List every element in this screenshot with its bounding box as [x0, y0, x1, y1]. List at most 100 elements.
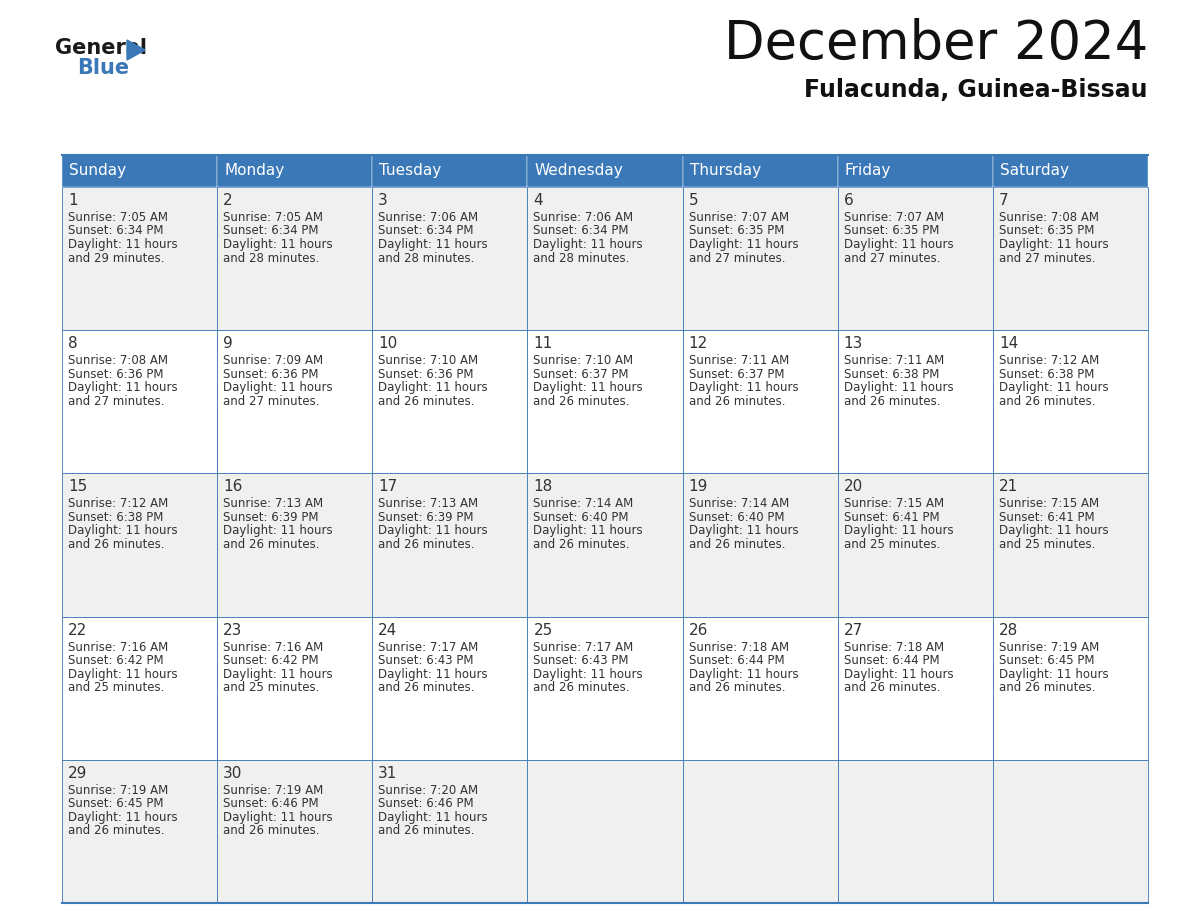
Bar [838, 330, 993, 474]
Text: Sunset: 6:39 PM: Sunset: 6:39 PM [378, 511, 474, 524]
Bar [993, 330, 1148, 474]
Text: and 28 minutes.: and 28 minutes. [533, 252, 630, 264]
Text: Sunrise: 7:07 AM: Sunrise: 7:07 AM [689, 211, 789, 224]
Text: Daylight: 11 hours: Daylight: 11 hours [68, 667, 178, 680]
Text: Sunrise: 7:19 AM: Sunrise: 7:19 AM [223, 784, 323, 797]
Text: Sunrise: 7:10 AM: Sunrise: 7:10 AM [378, 354, 479, 367]
Text: Sunset: 6:38 PM: Sunset: 6:38 PM [999, 368, 1094, 381]
Text: and 28 minutes.: and 28 minutes. [223, 252, 320, 264]
Text: Daylight: 11 hours: Daylight: 11 hours [68, 811, 178, 823]
Text: 25: 25 [533, 622, 552, 638]
Bar [527, 155, 683, 187]
Text: and 27 minutes.: and 27 minutes. [223, 395, 320, 408]
Text: Sunrise: 7:10 AM: Sunrise: 7:10 AM [533, 354, 633, 367]
Text: and 26 minutes.: and 26 minutes. [843, 681, 940, 694]
Text: Sunset: 6:45 PM: Sunset: 6:45 PM [999, 655, 1094, 667]
Text: and 26 minutes.: and 26 minutes. [378, 538, 475, 551]
Text: Daylight: 11 hours: Daylight: 11 hours [68, 524, 178, 537]
Text: Sunrise: 7:12 AM: Sunrise: 7:12 AM [999, 354, 1099, 367]
Text: Sunset: 6:35 PM: Sunset: 6:35 PM [843, 225, 939, 238]
Text: Sunset: 6:34 PM: Sunset: 6:34 PM [68, 225, 164, 238]
Text: 23: 23 [223, 622, 242, 638]
Text: Sunset: 6:41 PM: Sunset: 6:41 PM [999, 511, 1094, 524]
Text: Daylight: 11 hours: Daylight: 11 hours [68, 381, 178, 394]
Bar [993, 155, 1148, 187]
Text: and 26 minutes.: and 26 minutes. [689, 681, 785, 694]
Text: Daylight: 11 hours: Daylight: 11 hours [533, 524, 643, 537]
Text: Sunrise: 7:16 AM: Sunrise: 7:16 AM [223, 641, 323, 654]
Text: Sunset: 6:36 PM: Sunset: 6:36 PM [223, 368, 318, 381]
Bar [217, 155, 372, 187]
Text: Sunrise: 7:15 AM: Sunrise: 7:15 AM [999, 498, 1099, 510]
Text: 28: 28 [999, 622, 1018, 638]
Bar [62, 187, 217, 330]
Text: Sunset: 6:34 PM: Sunset: 6:34 PM [533, 225, 628, 238]
Text: Daylight: 11 hours: Daylight: 11 hours [999, 667, 1108, 680]
Text: Daylight: 11 hours: Daylight: 11 hours [378, 667, 488, 680]
Text: 14: 14 [999, 336, 1018, 352]
Text: Daylight: 11 hours: Daylight: 11 hours [223, 381, 333, 394]
Bar [527, 617, 683, 760]
Text: Daylight: 11 hours: Daylight: 11 hours [843, 524, 953, 537]
Text: Daylight: 11 hours: Daylight: 11 hours [533, 381, 643, 394]
Text: Daylight: 11 hours: Daylight: 11 hours [378, 238, 488, 251]
Text: Daylight: 11 hours: Daylight: 11 hours [378, 381, 488, 394]
Text: Sunset: 6:39 PM: Sunset: 6:39 PM [223, 511, 318, 524]
Bar [372, 617, 527, 760]
Bar [217, 187, 372, 330]
Bar [993, 474, 1148, 617]
Text: Sunrise: 7:11 AM: Sunrise: 7:11 AM [689, 354, 789, 367]
Text: 24: 24 [378, 622, 398, 638]
Text: Sunset: 6:42 PM: Sunset: 6:42 PM [68, 655, 164, 667]
Text: and 26 minutes.: and 26 minutes. [689, 538, 785, 551]
Text: and 26 minutes.: and 26 minutes. [223, 824, 320, 837]
Text: Fulacunda, Guinea-Bissau: Fulacunda, Guinea-Bissau [804, 78, 1148, 102]
Text: Sunrise: 7:17 AM: Sunrise: 7:17 AM [533, 641, 633, 654]
Text: Sunrise: 7:18 AM: Sunrise: 7:18 AM [689, 641, 789, 654]
Text: Daylight: 11 hours: Daylight: 11 hours [689, 667, 798, 680]
Text: Sunrise: 7:06 AM: Sunrise: 7:06 AM [378, 211, 479, 224]
Text: Daylight: 11 hours: Daylight: 11 hours [843, 238, 953, 251]
Text: 30: 30 [223, 766, 242, 781]
Bar [838, 617, 993, 760]
Text: Sunset: 6:42 PM: Sunset: 6:42 PM [223, 655, 318, 667]
Text: and 26 minutes.: and 26 minutes. [843, 395, 940, 408]
Text: 8: 8 [68, 336, 77, 352]
Text: and 26 minutes.: and 26 minutes. [689, 395, 785, 408]
Text: Daylight: 11 hours: Daylight: 11 hours [689, 524, 798, 537]
Bar [372, 330, 527, 474]
Text: Sunset: 6:43 PM: Sunset: 6:43 PM [533, 655, 628, 667]
Bar [683, 187, 838, 330]
Text: Daylight: 11 hours: Daylight: 11 hours [689, 238, 798, 251]
Text: Daylight: 11 hours: Daylight: 11 hours [378, 524, 488, 537]
Bar [372, 760, 527, 903]
Text: Sunset: 6:36 PM: Sunset: 6:36 PM [68, 368, 164, 381]
Bar [217, 760, 372, 903]
Text: Thursday: Thursday [689, 163, 760, 178]
Bar [683, 617, 838, 760]
Text: and 26 minutes.: and 26 minutes. [999, 395, 1095, 408]
Text: Wednesday: Wednesday [535, 163, 624, 178]
Text: Sunrise: 7:13 AM: Sunrise: 7:13 AM [378, 498, 479, 510]
Text: Daylight: 11 hours: Daylight: 11 hours [223, 238, 333, 251]
Bar [838, 155, 993, 187]
Text: and 27 minutes.: and 27 minutes. [843, 252, 940, 264]
Text: Sunrise: 7:14 AM: Sunrise: 7:14 AM [533, 498, 633, 510]
Text: 6: 6 [843, 193, 853, 208]
Text: 26: 26 [689, 622, 708, 638]
Text: and 26 minutes.: and 26 minutes. [223, 538, 320, 551]
Text: Daylight: 11 hours: Daylight: 11 hours [223, 667, 333, 680]
Bar [62, 330, 217, 474]
Text: Sunset: 6:37 PM: Sunset: 6:37 PM [689, 368, 784, 381]
Text: 19: 19 [689, 479, 708, 495]
Text: Sunrise: 7:06 AM: Sunrise: 7:06 AM [533, 211, 633, 224]
Text: Sunrise: 7:15 AM: Sunrise: 7:15 AM [843, 498, 943, 510]
Text: Sunset: 6:37 PM: Sunset: 6:37 PM [533, 368, 628, 381]
Text: Daylight: 11 hours: Daylight: 11 hours [378, 811, 488, 823]
Text: Sunrise: 7:18 AM: Sunrise: 7:18 AM [843, 641, 943, 654]
Text: 3: 3 [378, 193, 388, 208]
Bar [683, 155, 838, 187]
Text: 4: 4 [533, 193, 543, 208]
Text: and 26 minutes.: and 26 minutes. [533, 538, 630, 551]
Text: Friday: Friday [845, 163, 891, 178]
